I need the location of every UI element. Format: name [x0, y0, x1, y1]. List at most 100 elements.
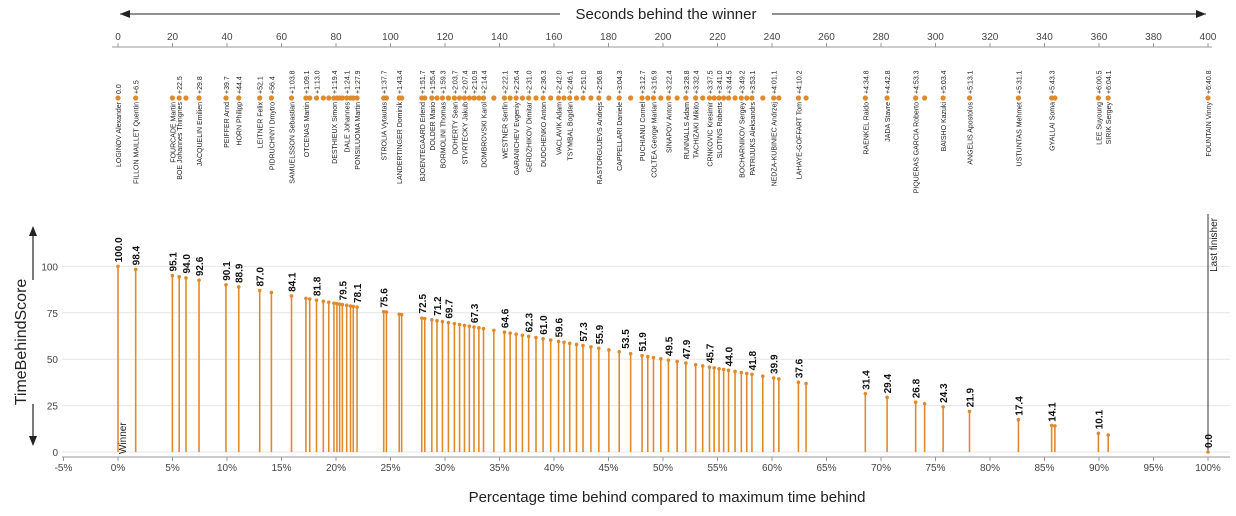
top-arrow-left-head [120, 10, 130, 18]
stem-tip [589, 345, 593, 349]
stem-tip [761, 374, 765, 378]
value-label: 17.4 [1014, 396, 1025, 416]
athlete-name-label: PIDRUCHNYI Dmytro [269, 102, 276, 170]
stem-tip [472, 325, 476, 329]
athlete-dot [645, 95, 651, 101]
bottom-tick-label: 45% [598, 463, 618, 474]
athlete-name-label: STVRTECKY Jakub [462, 102, 469, 164]
y-tick-label: 0 [52, 448, 58, 459]
athlete-dot [760, 95, 766, 101]
athlete-name-label: BOCHARNIKOV Sergey [739, 102, 746, 178]
stem-tip [348, 304, 353, 308]
athlete-name-label: BJOENTEGAARD Erlend [420, 102, 427, 181]
top-tick-label: 320 [982, 32, 999, 43]
top-axis-title: Seconds behind the winner [576, 6, 757, 23]
value-label: 61.0 [539, 315, 550, 335]
value-label: 45.7 [706, 343, 717, 363]
athlete-dot [115, 95, 121, 101]
athlete-name-label: PEIFFER Arnd [224, 102, 231, 148]
athlete-time-label: +3:44.5 [727, 70, 734, 94]
athlete-dot [344, 95, 350, 101]
athlete-dot [176, 95, 182, 101]
athlete-dot [650, 95, 657, 101]
stem-tip [707, 365, 712, 369]
athlete-name-label: RAENKEL Raido [863, 102, 870, 155]
athlete-time-label: +5:13.1 [967, 70, 974, 94]
y-arrow-up-head [29, 226, 37, 236]
value-label: 47.9 [682, 339, 693, 359]
athlete-dot [862, 95, 868, 101]
athlete-dot [561, 95, 567, 101]
top-tick-label: 380 [1145, 32, 1162, 43]
athlete-dot [1015, 95, 1022, 101]
athlete-name-label: GARANICHEV Evgeniy [514, 102, 521, 176]
top-tick-label: 140 [491, 32, 508, 43]
stem-tip [700, 364, 705, 368]
stem-tip [520, 333, 525, 338]
athlete-time-label: +2:51.0 [581, 70, 588, 94]
athlete-name-label: SINAPOV Anton [666, 102, 673, 153]
athlete-name-label: FOURCADE Martin [170, 102, 177, 163]
athlete-dot [732, 95, 738, 101]
stem-tip [541, 336, 545, 341]
athlete-labels: 0.0 LOGINOV Alexander +6.5 FILLON MAILLET Q… [116, 70, 1213, 193]
stem-tip [885, 395, 889, 400]
top-title-bg [560, 4, 772, 24]
athlete-dot [721, 95, 727, 101]
top-tick-label: 260 [818, 32, 835, 43]
athlete-dot [693, 95, 699, 101]
athlete-dot [451, 95, 458, 101]
bottom-axis: -5% 0% 5% 10% 15% 20% 25% 30% 35% 40% 45% 50% 55% 60%… [55, 456, 1230, 474]
athlete-dot [1105, 95, 1111, 101]
athlete-name-label: CAPPELLARI Daniele [617, 102, 624, 171]
athlete-dot [507, 95, 513, 101]
athlete-time-label: +1:59.3 [440, 70, 447, 94]
athlete-dot [628, 95, 634, 101]
athlete-dot [513, 95, 519, 101]
stem-tip [399, 312, 404, 317]
athlete-dot [383, 95, 390, 101]
athlete-time-label: +5:31.1 [1016, 70, 1023, 94]
top-tick-label: 100 [382, 32, 399, 43]
athlete-time-label: +1:09.1 [304, 70, 311, 94]
athlete-dot [1052, 95, 1058, 101]
top-tick-label: 300 [927, 32, 944, 43]
athlete-time-label: +1:51.7 [420, 70, 427, 94]
stem-tip [462, 323, 467, 328]
value-label: 72.5 [418, 294, 429, 314]
stem-tip [307, 297, 312, 301]
athlete-name-label: RASTORGUJEVS Andrejs [597, 102, 604, 185]
athlete-dot [1205, 95, 1211, 101]
stem-tip [863, 391, 868, 396]
bottom-tick-label: 80% [980, 463, 1000, 474]
athlete-name-label: COLTEA George Marian [651, 102, 658, 178]
athlete-time-label: +6:04.1 [1106, 70, 1113, 94]
athlete-time-label: +3:37.5 [708, 70, 715, 94]
top-tick-label: 220 [709, 32, 726, 43]
top-tick-label: 20 [167, 32, 179, 43]
athlete-dot [540, 95, 546, 101]
bottom-tick-label: 15% [271, 463, 291, 474]
athlete-name-label: BORMOLINI Thomas [440, 102, 447, 169]
value-label: 41.8 [748, 351, 759, 371]
stem-tip [726, 368, 731, 373]
athlete-time-label: +1:19.4 [332, 70, 339, 94]
bottom-tick-label: 100% [1195, 463, 1221, 474]
athlete-dot [303, 95, 309, 101]
value-label: 53.5 [621, 329, 632, 349]
stem-tip [666, 358, 671, 362]
athlete-dot [966, 95, 973, 101]
stem-tip [1096, 431, 1101, 436]
athlete-dot [288, 95, 295, 101]
athlete-dot [257, 95, 263, 101]
athlete-dot [183, 95, 189, 101]
athlete-time-label: +4:10.2 [796, 70, 803, 94]
value-labels: 100.0 98.4 95.1 94.0 92.6 90.1 88.9 87.0 84.1 81.… [114, 237, 1215, 448]
stem-tip [236, 285, 241, 289]
athlete-name-label: DALE Johannes [345, 102, 352, 153]
stem-tip [967, 409, 972, 414]
athlete-dot [313, 95, 320, 101]
athlete-dot [716, 95, 722, 101]
athlete-time-label: +2:56.8 [597, 70, 604, 94]
stem-tip [526, 334, 531, 339]
